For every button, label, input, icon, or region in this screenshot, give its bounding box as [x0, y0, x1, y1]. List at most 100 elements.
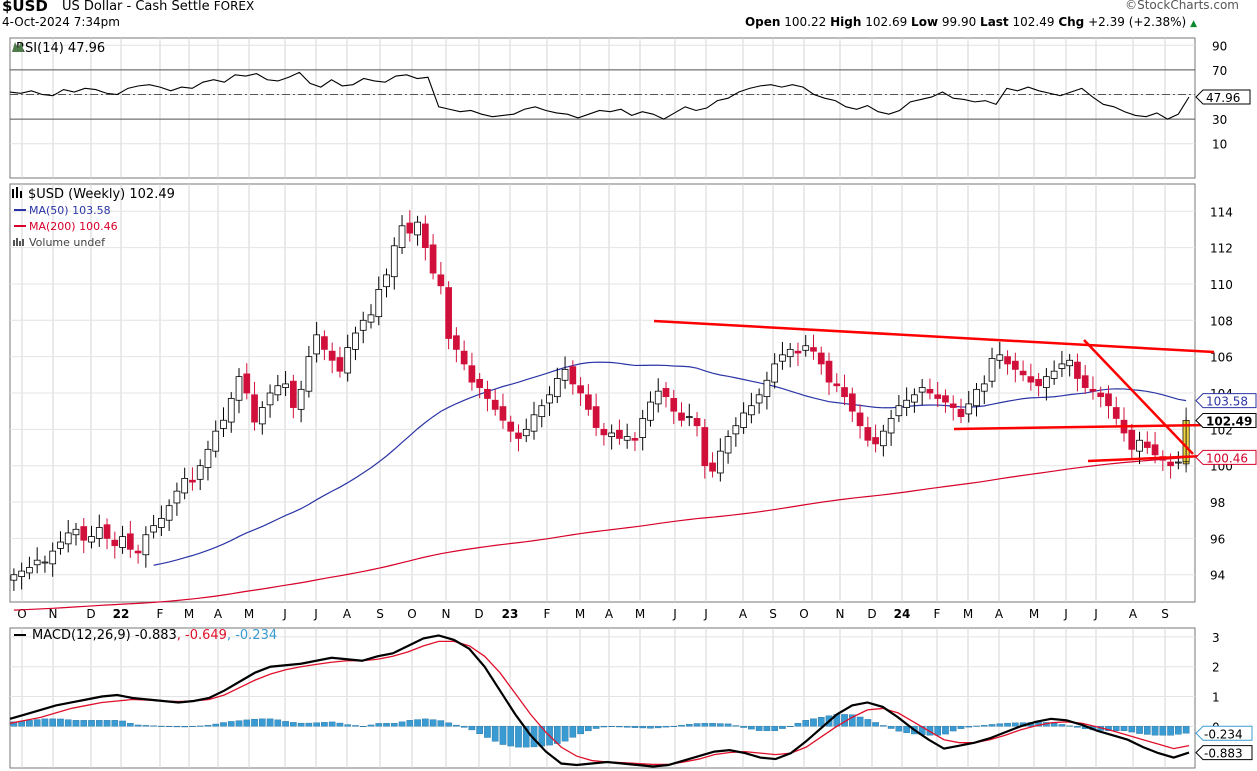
- candle-body: [833, 383, 841, 387]
- candle-body: [1058, 363, 1066, 369]
- macd-histogram-bar: [639, 726, 647, 729]
- macd-histogram-bar: [880, 725, 887, 727]
- candle-body: [856, 412, 864, 427]
- candle-body: [515, 432, 522, 439]
- candle-body: [662, 388, 670, 398]
- candle-body: [460, 350, 468, 365]
- candle-body: [258, 407, 266, 425]
- macd-histogram-bar: [49, 718, 57, 727]
- macd-histogram-bar: [957, 726, 965, 729]
- candle-body: [49, 550, 57, 565]
- candle-body: [1143, 441, 1151, 448]
- x-tick-label: N: [836, 607, 845, 621]
- candle-body: [1151, 444, 1159, 456]
- candle-body: [716, 450, 724, 474]
- candle-body: [1043, 376, 1050, 388]
- candle-body: [817, 352, 825, 365]
- macd-histogram-bar: [662, 726, 670, 728]
- macd-histogram-bar: [375, 723, 383, 727]
- macd-histogram-bar: [321, 722, 328, 727]
- candle-body: [41, 561, 49, 564]
- macd-histogram-bar: [313, 722, 320, 727]
- macd-histogram-bar: [414, 719, 421, 727]
- macd-histogram-bar: [942, 726, 949, 735]
- macd-histogram-bar: [1112, 726, 1120, 731]
- macd-histogram-bar: [973, 725, 980, 727]
- x-tick-label: F: [157, 607, 164, 621]
- candle-body: [352, 332, 359, 350]
- macd-histogram-bar: [1151, 726, 1159, 736]
- price-title: $USD (Weekly) 102.49: [28, 187, 175, 202]
- candle-body: [359, 319, 367, 331]
- candle-body: [64, 532, 72, 545]
- x-tick-label: D: [474, 607, 483, 621]
- candle-body: [150, 525, 157, 533]
- stockcharts-brand[interactable]: ©StockCharts.com: [1125, 0, 1239, 12]
- candle-body: [243, 373, 251, 394]
- macd-histogram-bar: [352, 725, 359, 727]
- macd-histogram-bar: [569, 726, 577, 738]
- macd-histogram-bar: [429, 719, 437, 727]
- candle-body: [685, 416, 693, 419]
- x-tick-label: N: [49, 607, 58, 621]
- candle-body: [623, 436, 631, 441]
- rsi-panel-frame: [9, 37, 1196, 179]
- candle-body: [507, 421, 515, 432]
- x-tick-label: M: [1029, 607, 1039, 621]
- candle-body: [1089, 388, 1097, 392]
- candle-body: [251, 394, 258, 423]
- x-tick-label: J: [1093, 607, 1098, 621]
- macd-histogram-bar: [732, 725, 740, 727]
- candle-body: [779, 354, 786, 362]
- candle-body: [608, 432, 615, 438]
- macd-histogram-bar: [437, 720, 445, 727]
- candle-body: [740, 412, 747, 428]
- macd-histogram-bar: [748, 726, 755, 730]
- candle-body: [538, 405, 546, 418]
- candle-body: [794, 350, 802, 354]
- up-arrow-icon: ▲: [1190, 19, 1197, 29]
- candle-body: [142, 534, 150, 556]
- macd-histogram-bar: [1182, 726, 1190, 734]
- candle-body: [282, 383, 289, 388]
- macd-histogram-bar: [212, 723, 220, 727]
- x-tick-label: A: [214, 607, 223, 621]
- macd-histogram-bar: [181, 726, 188, 728]
- candle-body: [561, 368, 569, 381]
- x-tick-label: J: [703, 607, 708, 621]
- candle-body: [196, 465, 204, 480]
- macd-value-label-box: [1195, 745, 1253, 761]
- x-tick-label: M: [963, 607, 973, 621]
- macd-histogram-bar: [491, 726, 499, 742]
- macd-histogram-bar: [72, 720, 80, 727]
- candle-body: [453, 335, 460, 350]
- macd-histogram-bar: [1004, 722, 1011, 727]
- chg-label: Chg: [1058, 15, 1085, 29]
- candle-body: [732, 425, 740, 435]
- x-tick-label: 23: [502, 607, 519, 621]
- candle-body: [227, 398, 235, 423]
- macd-histogram-bar: [794, 723, 802, 727]
- candle-body: [406, 222, 414, 234]
- candle-body: [235, 376, 243, 401]
- macd-histogram-bar: [103, 720, 111, 727]
- macd-histogram-bar: [227, 721, 235, 727]
- macd-histogram-bar: [522, 726, 530, 748]
- macd-histogram-bar: [786, 726, 794, 727]
- macd-histogram-bar: [1167, 726, 1174, 736]
- candle-body: [786, 348, 794, 358]
- candle-body: [957, 408, 965, 418]
- candle-body: [95, 527, 103, 539]
- macd-histogram-bar: [95, 720, 103, 727]
- symbol-title: $USD: [2, 0, 48, 15]
- candle-body: [592, 406, 600, 428]
- rsi-tick-label: 10: [1212, 138, 1227, 152]
- macd-histogram-bar: [856, 716, 864, 727]
- x-tick-label: M: [244, 607, 254, 621]
- candle-body: [165, 505, 173, 521]
- low-value: 99.90: [941, 15, 977, 29]
- open-label: Open: [744, 15, 781, 29]
- price-value-label: 100.46: [1206, 451, 1248, 465]
- candle-body: [1066, 359, 1074, 367]
- candle-body: [1136, 439, 1143, 452]
